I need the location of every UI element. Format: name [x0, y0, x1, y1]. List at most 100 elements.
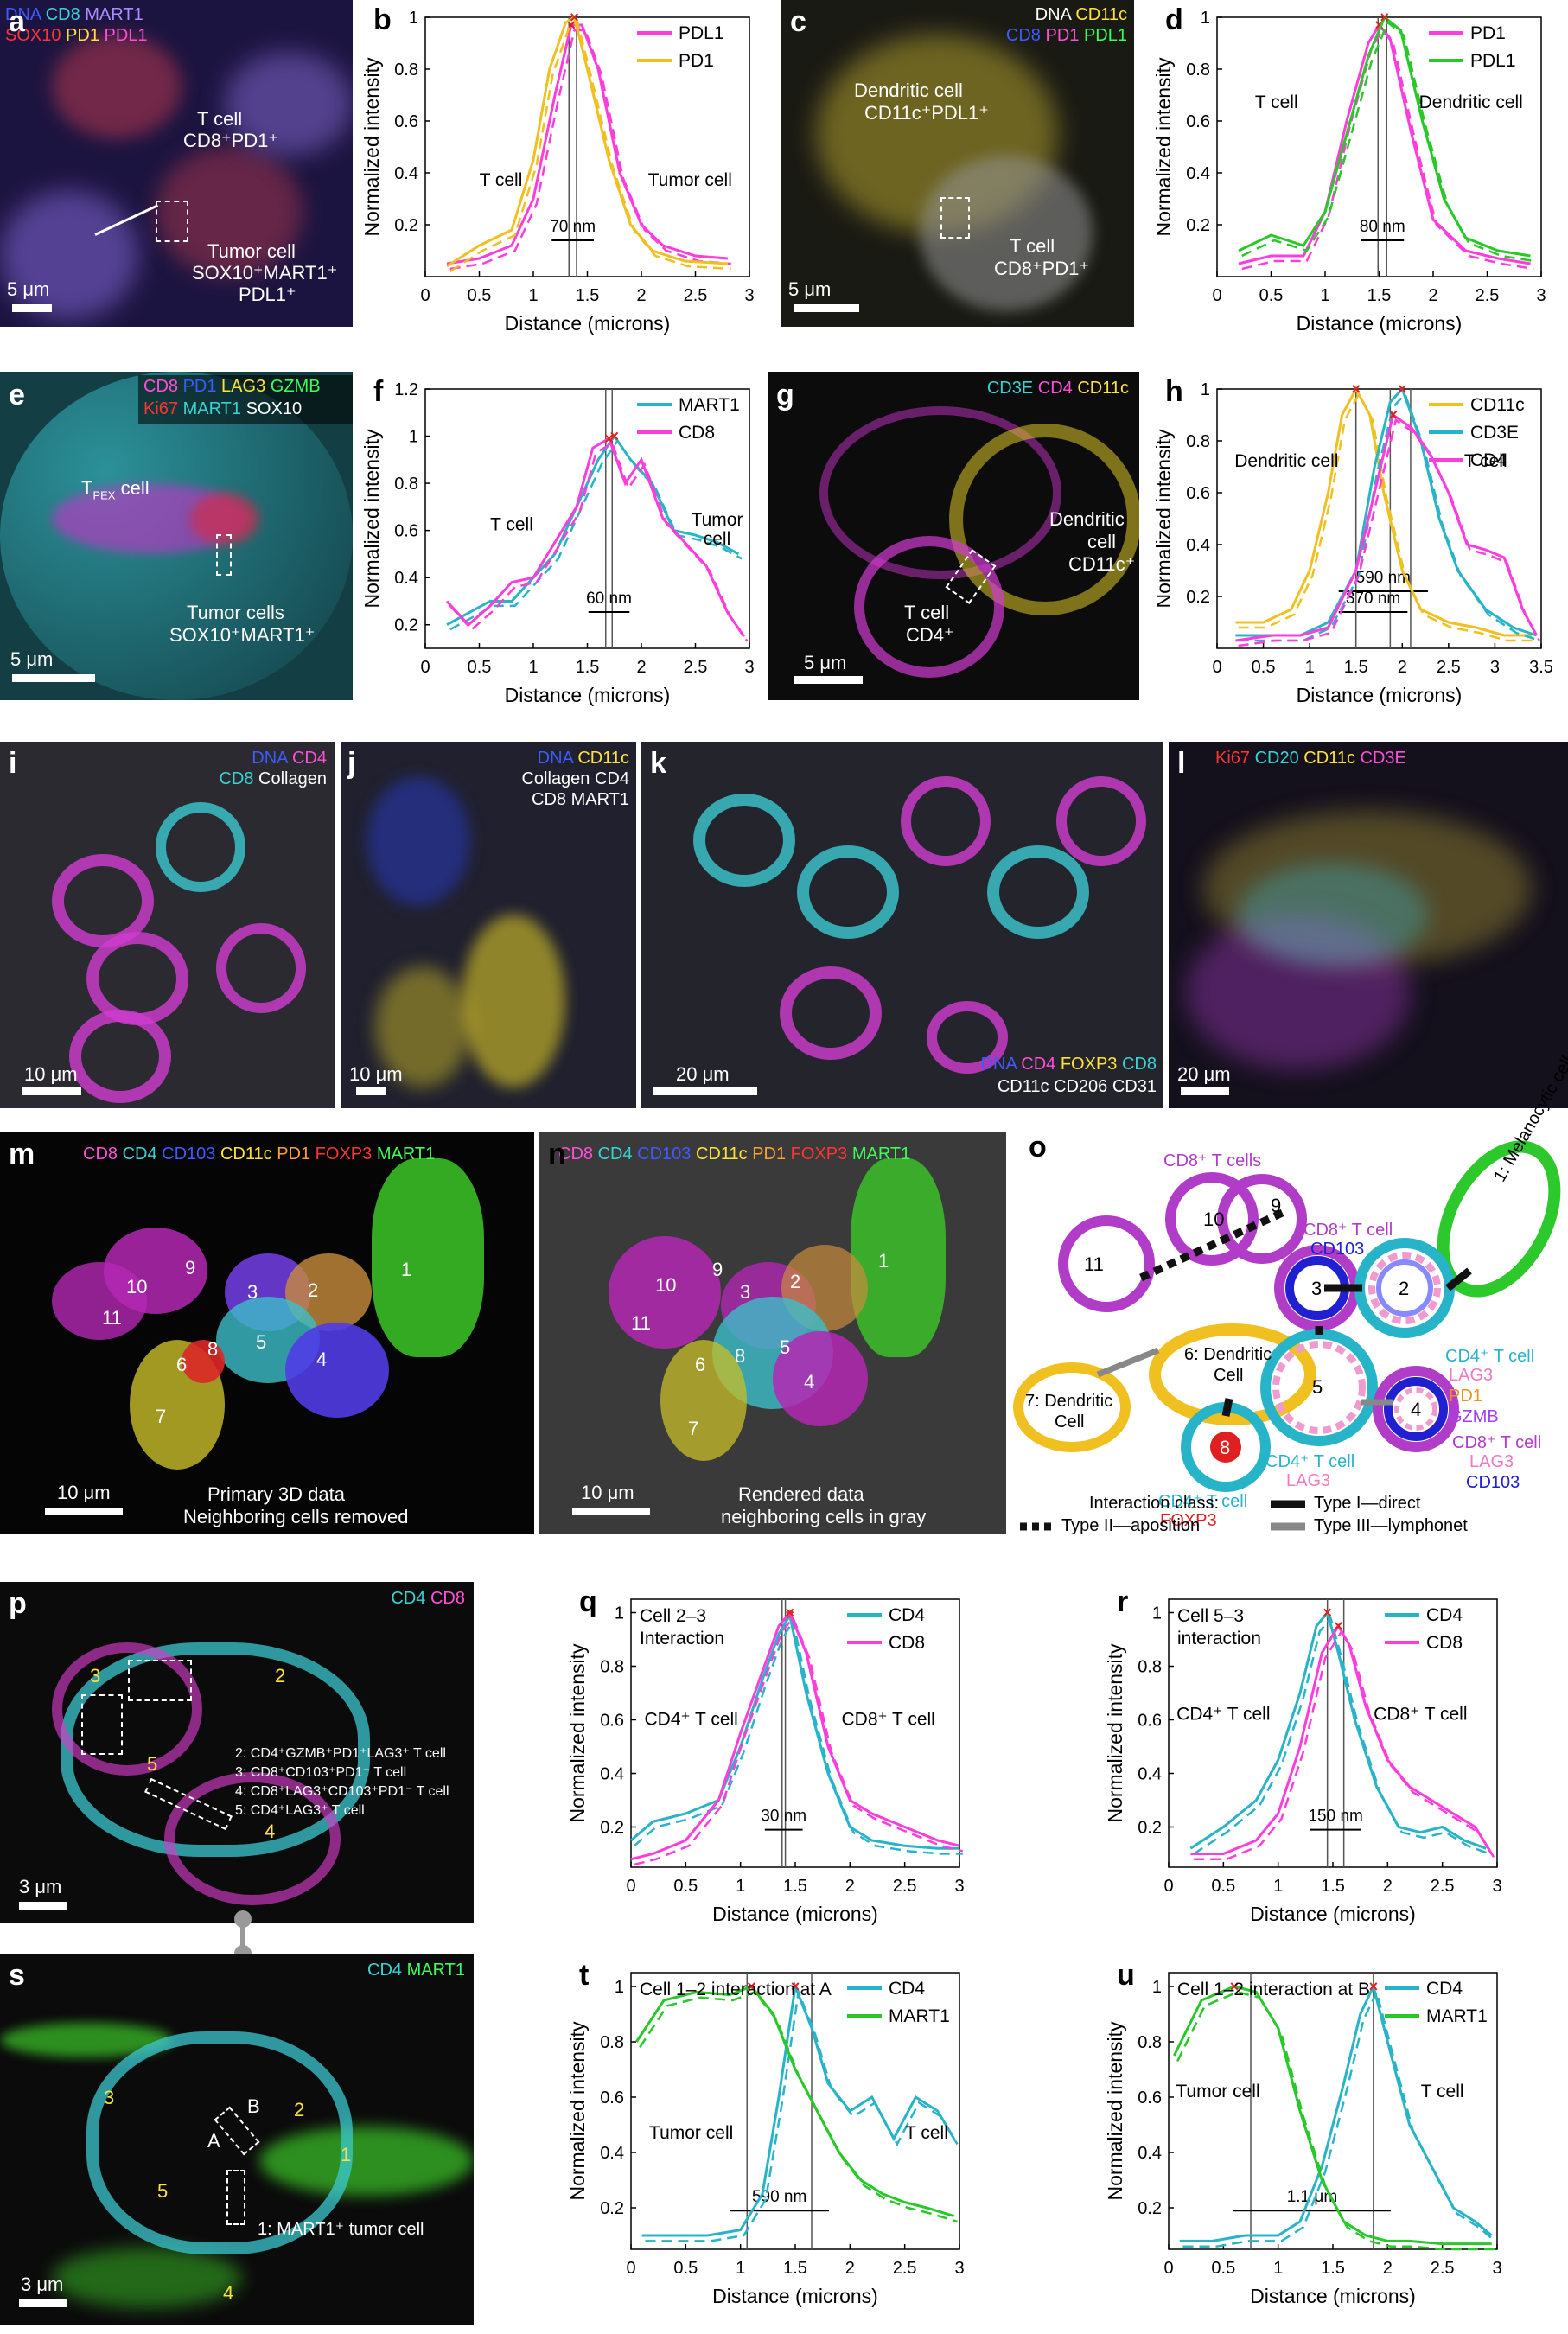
scale-bar — [12, 674, 95, 682]
x-tick-label: 2.5 — [1431, 2259, 1455, 2278]
x-tick-label: 3 — [954, 1877, 964, 1896]
y-axis-label: Normalized intensity — [363, 429, 383, 609]
node-label: LAG3 — [1469, 1452, 1514, 1471]
scale-bar — [45, 1508, 123, 1515]
cell-label: Dendritic cell — [854, 80, 963, 101]
peak-marker: × — [604, 430, 614, 447]
node-label: 10 — [1203, 1208, 1225, 1230]
cell-label: SOX10⁺MART1⁺ — [192, 262, 338, 284]
legend-label: CD8 — [1426, 1633, 1463, 1653]
scale-bar-label: 5 μm — [788, 278, 832, 300]
scale-bar — [356, 1087, 386, 1095]
cell-number: 1 — [401, 1259, 412, 1280]
panel-letter: e — [9, 379, 25, 411]
series-line-MART1 — [446, 433, 740, 627]
scale-bar-label: 3 μm — [21, 2273, 64, 2295]
scale-bar — [572, 1508, 650, 1515]
x-axis-label: Distance (microns) — [712, 2285, 878, 2307]
series-line-CD4 — [1189, 1610, 1487, 1850]
y-tick-label: 1 — [1152, 1978, 1162, 1997]
cell-label: CD11c⁺ — [1068, 553, 1136, 575]
y-tick-label: 0.8 — [1138, 1658, 1162, 1677]
legend-row-1: DNA CD11c — [1035, 5, 1127, 24]
y-tick-label: 0.2 — [394, 616, 418, 635]
panel-letter: i — [9, 747, 17, 780]
legend-label: CD8 — [679, 423, 715, 443]
chart-h: 0 0.5 1 1.5 2 2.5 3 3.5 0.2 0.4 0.6 0.8 1 Distance (m… — [1144, 372, 1559, 722]
legend-label: PD1 — [679, 51, 714, 71]
cell-label: Tumor cells — [187, 602, 284, 623]
chart-title: Cell 2–3 — [640, 1606, 706, 1626]
cell-number: 1 — [878, 1250, 889, 1272]
panel-letter: g — [776, 379, 794, 411]
scale-bar-label: 10 μm — [349, 1063, 403, 1085]
y-tick-label: 0.4 — [600, 2144, 624, 2163]
type-ii-link — [1139, 1206, 1290, 1282]
y-tick-label: 0.4 — [1138, 1765, 1162, 1784]
annotation-label: 590 nm — [1356, 569, 1411, 587]
x-tick-label: 1.5 — [576, 286, 600, 305]
x-tick-label: 1.5 — [1321, 2259, 1345, 2278]
panel-g-image: CD3E CD4 CD11c Dendritic cell CD11c⁺ T c… — [768, 372, 1139, 700]
cell-label: Dendritic — [1049, 508, 1125, 530]
x-tick-label: 2.5 — [684, 286, 708, 305]
inset-box — [128, 1660, 192, 1701]
node-label: GZMB — [1449, 1407, 1499, 1426]
legend-row-1: DNA CD8 MART1 — [5, 5, 143, 24]
y-axis-label: Normalized intensity — [566, 2021, 589, 2201]
cell-number: 5 — [147, 1753, 158, 1775]
cell-label: SOX10⁺MART1⁺ — [169, 624, 316, 646]
y-tick-label: 0.8 — [394, 61, 418, 80]
legend-row-1: DNA CD4 — [252, 749, 327, 768]
x-tick-label: 0 — [626, 2259, 635, 2278]
x-axis-label: Distance (microns) — [505, 312, 671, 335]
region-label: Dendritic cell — [1234, 451, 1338, 471]
scale-bar-label: 10 μm — [581, 1482, 634, 1503]
cell-description: 1: MART1⁺ tumor cell — [258, 2220, 424, 2239]
x-tick-label: 0.5 — [673, 2259, 698, 2278]
scale-bar-label: 20 μm — [676, 1063, 730, 1085]
y-tick-label: 0.6 — [600, 2088, 624, 2108]
node-label: CD103 — [1310, 1240, 1365, 1259]
node-label: CD8⁺ T cell — [1303, 1221, 1393, 1240]
cell-label: CD8⁺PD1⁺ — [183, 130, 279, 151]
cell-label: TPEX cell — [81, 477, 150, 502]
node-label: 7: Dendritic — [1025, 1392, 1113, 1411]
y-tick-label: 0.8 — [394, 475, 418, 494]
chart-b: 0 0.5 1 1.5 2 2.5 3 0.2 0.4 0.6 0.8 1 Distance (micr… — [360, 0, 769, 350]
peak-marker: × — [785, 1604, 794, 1622]
legend-row-2: Ki67 MART1 SOX10 — [143, 399, 303, 418]
y-tick-label: 0.4 — [1186, 536, 1210, 555]
cell-number: 3 — [740, 1281, 751, 1303]
series-fit-MART1 — [449, 438, 743, 631]
x-tick-label: 0 — [626, 1877, 635, 1896]
chart-f: 0 0.5 1 1.5 2 2.5 3 0.2 0.4 0.6 0.8 1 1.2 Distance (m… — [360, 372, 769, 722]
peak-marker: × — [570, 9, 579, 26]
x-tick-label: 0 — [1212, 658, 1221, 677]
inset-box — [226, 2170, 245, 2225]
x-tick-label: 2 — [636, 286, 646, 305]
legend-title: Interaction class: — [1089, 1494, 1220, 1513]
cell-number: 7 — [156, 1406, 167, 1427]
cell-label: cell — [1087, 531, 1117, 552]
chart-r: 0 0.5 1 1.5 2 2.5 3 0.2 0.4 0.6 0.8 1 Distance (micr… — [1082, 1582, 1532, 1949]
annotation-label: 1.1 μm — [1287, 2188, 1337, 2206]
chart-svg-r: 0 0.5 1 1.5 2 2.5 3 0.2 0.4 0.6 0.8 1 Distance (micr… — [1104, 1585, 1502, 1925]
x-tick-label: 2 — [845, 2259, 855, 2278]
cell-number: 5 — [256, 1331, 267, 1353]
x-tick-label: 3 — [744, 658, 754, 677]
cell-label: T cell — [904, 602, 950, 623]
x-tick-label: 3 — [1492, 1877, 1501, 1896]
cell-10-outline — [1165, 1172, 1259, 1266]
legend-label: PDL1 — [679, 23, 724, 43]
panel-c-image: DNA CD11c CD8 PD1 PDL1 Dendritic cell CD… — [781, 0, 1134, 327]
y-axis-label: Normalized intensity — [1104, 1643, 1126, 1823]
cell-8-core — [1210, 1432, 1241, 1463]
scale-bar — [653, 1087, 757, 1095]
region-label: Tumor — [692, 510, 743, 530]
peak-marker: × — [1374, 16, 1384, 34]
scale-bar — [12, 304, 52, 312]
cell-number: 3 — [104, 2087, 115, 2108]
series-fit-MART1 — [639, 1990, 958, 2223]
x-tick-label: 2 — [636, 658, 646, 677]
